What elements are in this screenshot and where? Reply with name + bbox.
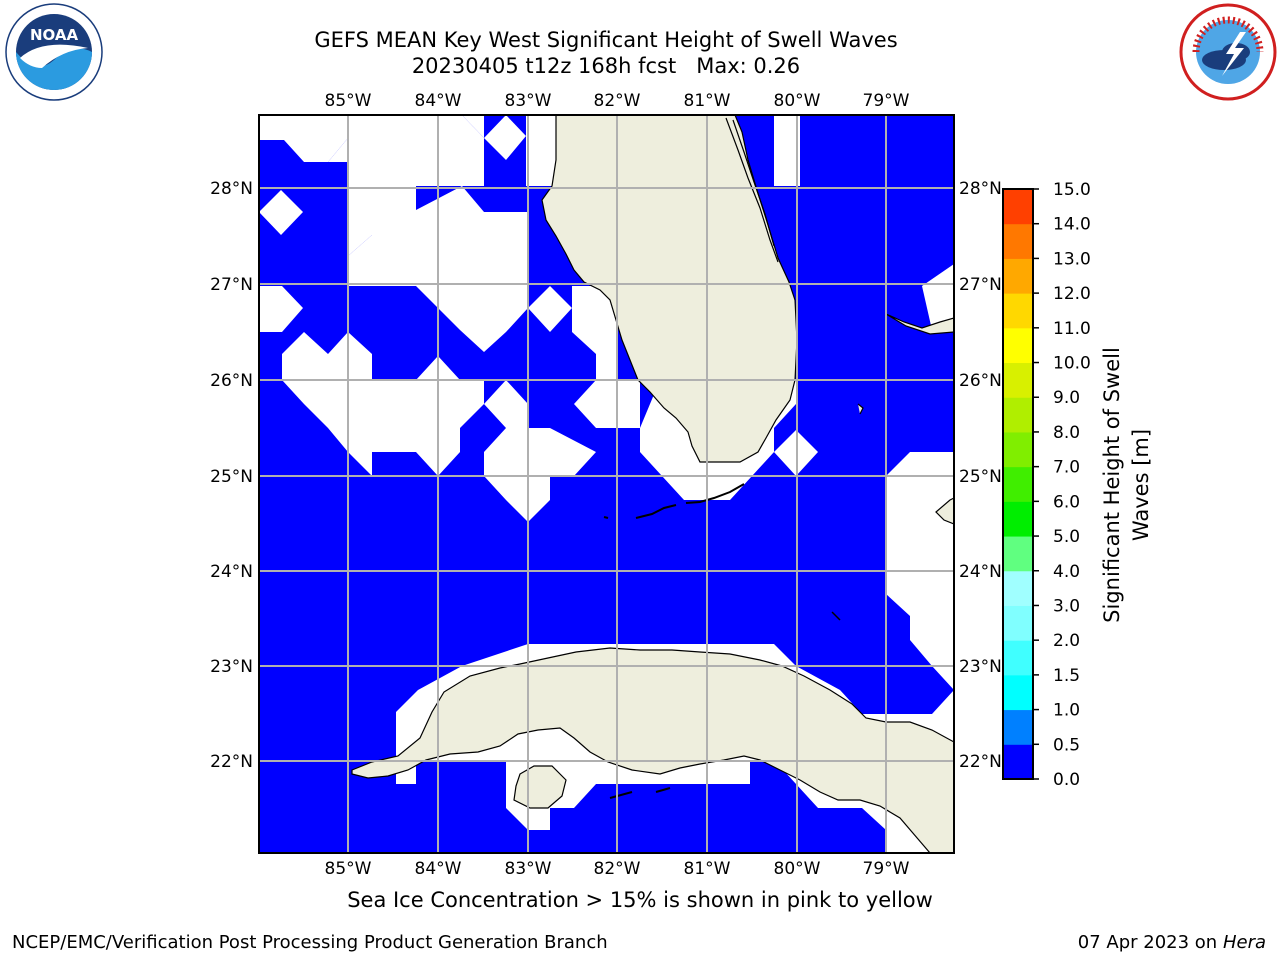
lat-label-left: 28°N <box>210 179 253 199</box>
noaa-logo: NOAA <box>5 3 103 101</box>
colorbar-tick-label: 10.0 <box>1053 354 1091 374</box>
footer-host: Hera <box>1222 932 1266 953</box>
colorbar-segment <box>1003 744 1033 780</box>
noaa-wordmark: NOAA <box>30 26 79 44</box>
footer-branch: NCEP/EMC/Verification Post Processing Pr… <box>12 932 608 953</box>
colorbar-tick-label: 12.0 <box>1053 284 1091 304</box>
lat-label-right: 23°N <box>959 657 1002 677</box>
lon-label-top: 85°W <box>325 91 372 111</box>
sea-ice-note-text: Sea Ice Concentration > 15% is shown in … <box>347 888 933 912</box>
lat-label-right: 24°N <box>959 562 1002 582</box>
colorbar-tick-label: 8.0 <box>1053 423 1080 443</box>
title-line-1: GEFS MEAN Key West Significant Height of… <box>314 28 898 52</box>
colorbar-tick-label: 6.0 <box>1053 492 1080 512</box>
colorbar-segment <box>1003 640 1033 676</box>
colorbar-segment <box>1003 223 1033 259</box>
colorbar-segment <box>1003 709 1033 745</box>
nws-logo <box>1179 3 1277 101</box>
colorbar-frame <box>1002 188 1034 780</box>
colorbar-tick-label: 1.0 <box>1053 701 1080 721</box>
title-line-2: 20230405 t12z 168h fcst Max: 0.26 <box>411 54 801 78</box>
florida-land <box>541 115 798 463</box>
lon-label-top: 83°W <box>505 91 552 111</box>
lon-label-bottom: 83°W <box>505 859 552 879</box>
lat-label-right: 28°N <box>959 179 1002 199</box>
lon-label-bottom: 84°W <box>415 859 462 879</box>
lat-label-left: 27°N <box>210 275 253 295</box>
colorbar-segment <box>1003 605 1033 641</box>
lon-label-bottom: 85°W <box>325 859 372 879</box>
colorbar-tick-label: 15.0 <box>1053 180 1091 200</box>
lon-label-bottom: 79°W <box>863 859 910 879</box>
colorbar-tick-label: 11.0 <box>1053 319 1091 339</box>
lat-label-right: 25°N <box>959 467 1002 487</box>
footer-date-text: 07 Apr 2023 on <box>1077 932 1223 953</box>
lat-label-left: 26°N <box>210 371 253 391</box>
florida-keys <box>603 483 745 519</box>
lat-label-right: 22°N <box>959 752 1002 772</box>
colorbar-tick-label: 14.0 <box>1053 215 1091 235</box>
colorbar-segment <box>1003 258 1033 294</box>
colorbar-segment <box>1003 501 1033 537</box>
lon-label-bottom: 82°W <box>594 859 641 879</box>
lat-label-left: 24°N <box>210 562 253 582</box>
lat-label-left: 22°N <box>210 752 253 772</box>
footer-date: 07 Apr 2023 on Hera <box>1078 932 1266 953</box>
lat-label-left: 25°N <box>210 467 253 487</box>
lon-label-top: 79°W <box>863 91 910 111</box>
sea-ice-note: Sea Ice Concentration > 15% is shown in … <box>0 888 1280 912</box>
colorbar-tick-label: 1.5 <box>1053 666 1080 686</box>
colorbar-tick-label: 7.0 <box>1053 458 1080 478</box>
lon-label-top: 82°W <box>594 91 641 111</box>
colorbar-tick-label: 4.0 <box>1053 562 1080 582</box>
colorbar-tick-label: 0.0 <box>1053 770 1080 790</box>
colorbar-segment <box>1003 293 1033 329</box>
colorbar-segment <box>1003 570 1033 606</box>
colorbar-segment <box>1003 397 1033 433</box>
colorbar-tick-label: 0.5 <box>1053 735 1080 755</box>
colorbar-segment <box>1003 189 1033 225</box>
colorbar-tick-label: 3.0 <box>1053 596 1080 616</box>
colorbar-tick-label: 13.0 <box>1053 249 1091 269</box>
lon-label-bottom: 81°W <box>684 859 731 879</box>
colorbar-segment <box>1003 431 1033 468</box>
chart-title: GEFS MEAN Key West Significant Height of… <box>256 27 956 79</box>
colorbar-segment <box>1003 536 1033 572</box>
colorbar-segment <box>1003 466 1033 502</box>
colorbar-tick-label: 2.0 <box>1053 631 1080 651</box>
colorbar-tick-label: 9.0 <box>1053 388 1080 408</box>
colorbar-segment <box>1003 362 1033 398</box>
lat-label-right: 27°N <box>959 275 1002 295</box>
lat-label-left: 23°N <box>210 657 253 677</box>
map-frame <box>258 114 955 854</box>
lat-label-right: 26°N <box>959 371 1002 391</box>
colorbar-tick-label: 5.0 <box>1053 527 1080 547</box>
lon-label-top: 84°W <box>415 91 462 111</box>
lon-label-top: 80°W <box>774 91 821 111</box>
colorbar-segment <box>1003 674 1033 711</box>
colorbar-label: Significant Height of Swell Waves [m] <box>1100 347 1153 623</box>
lon-label-bottom: 80°W <box>774 859 821 879</box>
lon-label-top: 81°W <box>684 91 731 111</box>
gridlines <box>259 115 954 853</box>
colorbar-segment <box>1003 327 1033 364</box>
